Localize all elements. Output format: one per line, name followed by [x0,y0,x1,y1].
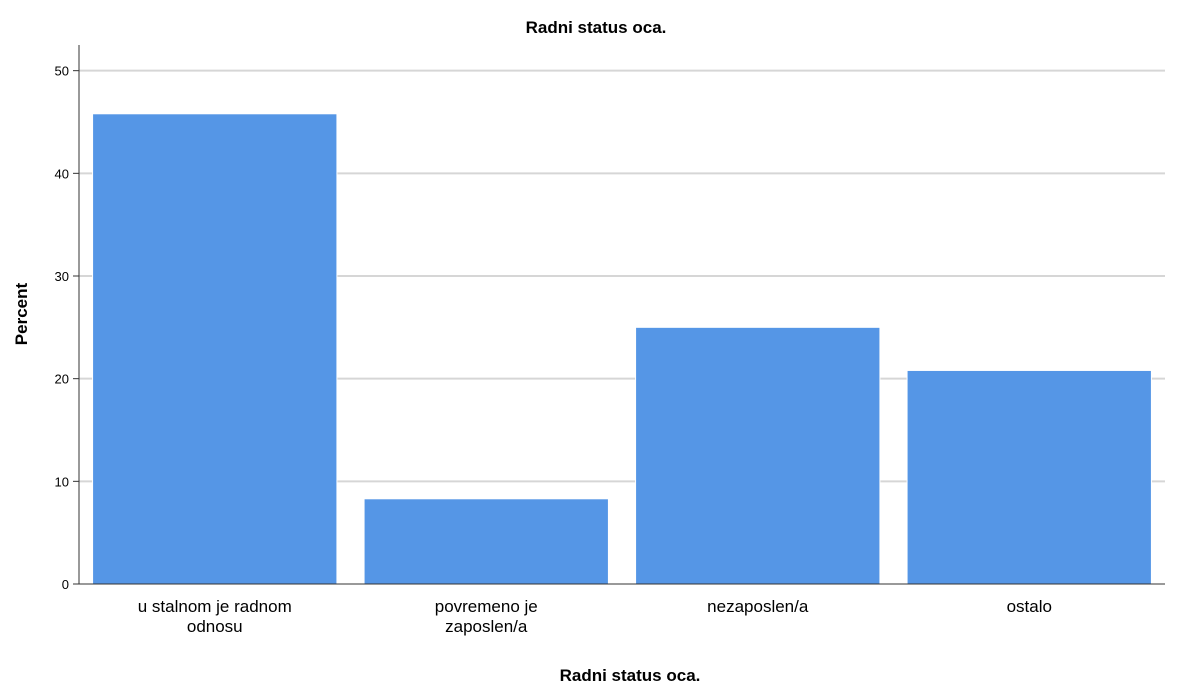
x-axis-title: Radni status oca. [560,666,701,684]
bar [92,113,338,585]
y-tick-label: 30 [55,269,69,284]
y-tick-labels: 0 10 20 30 40 50 [55,64,79,592]
y-tick-label: 0 [62,577,69,592]
bar [635,326,881,585]
y-axis-title: Percent [12,282,31,345]
x-tick-label: nezaposlen/a [707,597,809,616]
y-tick-label: 50 [55,64,69,79]
y-tick-label: 20 [55,372,69,387]
chart-title: Radni status oca. [526,18,667,37]
x-category-labels: u stalnom je radnom odnosu povremeno je zap… [138,597,1052,636]
bar [906,369,1152,585]
axes [78,45,1165,585]
x-tick-label: u stalnom je radnom odnosu [138,597,292,636]
bars [92,113,1152,585]
x-tick-label: povremeno je zaposlen/a [435,597,538,636]
bar [363,498,609,585]
y-tick-label: 10 [55,474,69,489]
y-tick-label: 40 [55,166,69,181]
x-tick-label: ostalo [1007,597,1052,616]
